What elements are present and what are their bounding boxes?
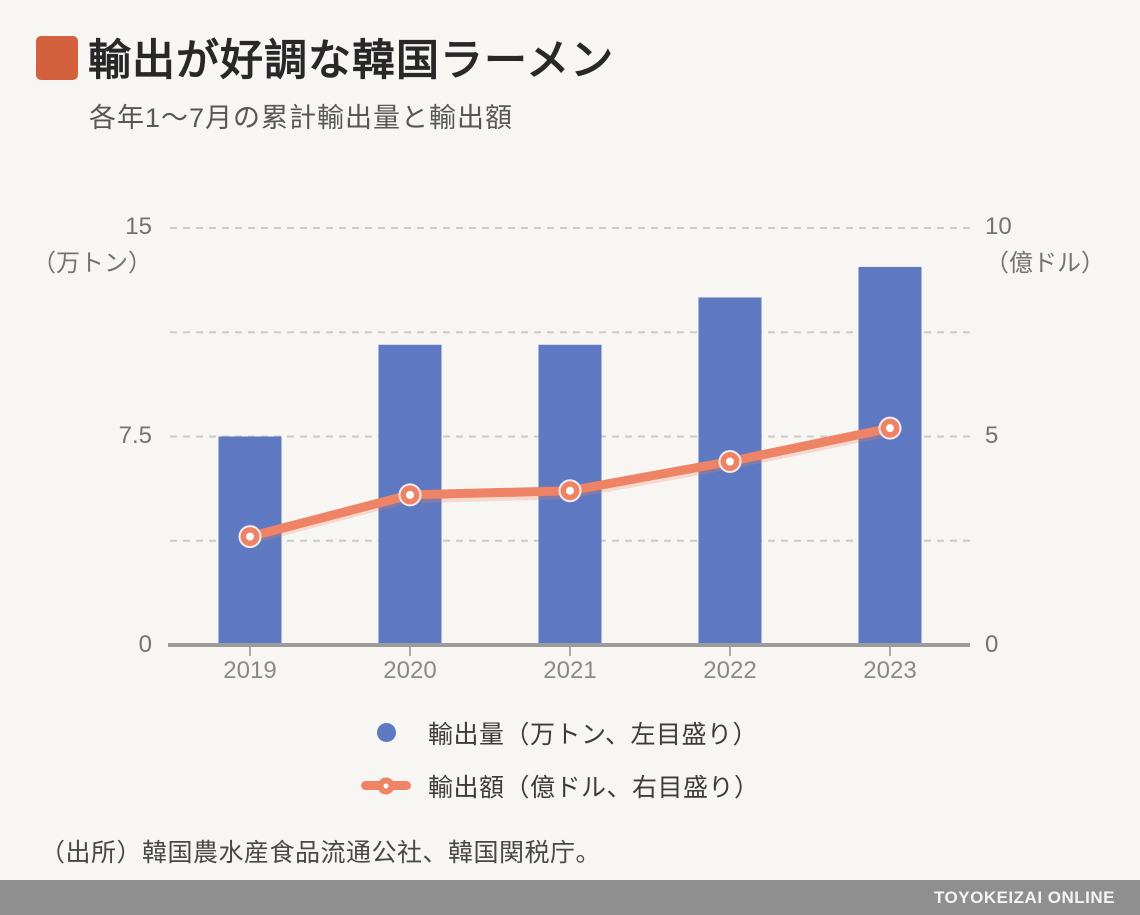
x-axis-label-2023: 2023 [863, 657, 917, 684]
left-axis-tick-max: 15 [125, 213, 152, 240]
right-axis-unit: （億ドル） [985, 250, 1105, 277]
chart-subtitle: 各年1〜7月の累計輸出量と輸出額 [89, 103, 514, 133]
line-series-marker-icon [361, 777, 411, 794]
source-note: （出所）韓国農水産食品流通公社、韓国関税庁。 [40, 839, 602, 867]
chart-title: 輸出が好調な韓国ラーメン [88, 37, 615, 85]
right-axis-tick-max: 10 [985, 213, 1012, 240]
chart-legend: 輸出量（万トン、左目盛り） 輸出額（億ドル、右目盛り） [344, 711, 760, 807]
right-axis-tick-mid: 5 [985, 422, 999, 449]
right-axis-tick-zero: 0 [985, 631, 999, 658]
legend-item-export-volume: 輸出量（万トン、左目盛り） [344, 711, 760, 754]
bar-series-dot-icon [376, 723, 396, 742]
left-axis-tick-zero: 0 [138, 631, 152, 658]
x-axis-label-2022: 2022 [703, 657, 757, 684]
legend-label-export-value: 輸出額（億ドル、右目盛り） [428, 773, 760, 802]
title-accent-square [36, 36, 78, 80]
combo-bar-line-chart [168, 227, 970, 656]
left-axis-tick-mid: 7.5 [118, 422, 152, 449]
brand-text: TOYOKEIZAI ONLINE [933, 887, 1115, 907]
x-axis-label-2020: 2020 [383, 657, 437, 684]
footer-bar: TOYOKEIZAI ONLINE [0, 880, 1140, 915]
x-axis-label-2019: 2019 [223, 657, 277, 684]
x-axis-label-2021: 2021 [543, 657, 597, 684]
legend-item-export-value: 輸出額（億ドル、右目盛り） [344, 764, 760, 807]
legend-label-export-volume: 輸出量（万トン、左目盛り） [428, 720, 759, 749]
left-axis-unit: （万トン） [32, 250, 152, 277]
